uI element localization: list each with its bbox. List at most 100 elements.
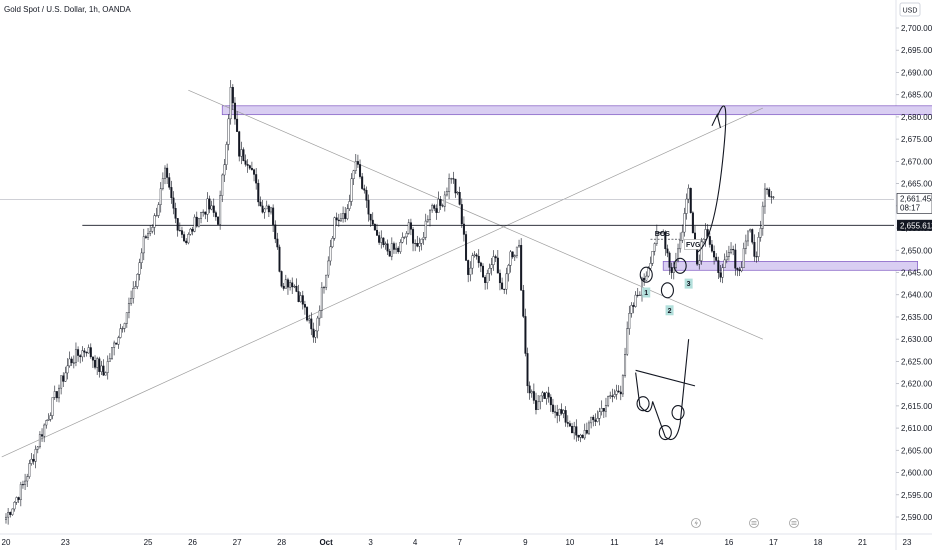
svg-text:1: 1 [644,290,648,297]
candle [600,400,603,416]
candle [291,277,294,294]
candle [74,342,77,367]
candle [469,261,472,282]
candle [314,330,317,344]
y-tick-label: 2,645.000 [901,269,932,278]
y-tick-label: 2,640.000 [901,291,932,300]
candle [127,297,130,319]
currency-button[interactable]: USD [899,2,921,17]
candle [702,238,705,244]
candle [246,159,249,173]
candle [312,322,315,343]
x-tick-label: 23 [903,538,912,547]
candle [399,239,402,254]
candle [85,351,88,357]
candle [526,347,529,394]
candle [206,192,209,222]
candle [596,410,599,423]
candle [666,244,669,258]
candle [106,355,109,380]
candle [132,281,135,304]
candle [297,284,300,303]
candle [615,384,618,400]
candle [573,421,576,440]
candle [725,250,728,264]
candle [117,335,120,349]
candle [157,202,160,219]
candle [166,163,169,185]
candle [747,230,750,247]
candle [369,213,372,227]
candle [492,250,495,271]
candle [153,213,156,235]
candle [418,237,421,252]
candle [102,359,105,376]
candle [274,220,277,244]
candle [100,360,103,375]
event-earnings-icon[interactable] [789,518,799,528]
w-circle-1 [636,396,650,412]
candle [140,248,143,269]
candle [494,254,497,263]
candle [365,186,368,208]
candle [664,230,667,256]
candle [562,409,565,419]
candle [717,256,720,279]
candle [749,228,752,233]
candle [433,203,436,212]
svg-text:2: 2 [668,308,672,315]
candle [11,508,14,516]
candle [471,252,474,275]
candle [439,195,442,210]
candle [401,232,404,244]
candle [390,237,393,261]
candle [174,202,177,224]
candle [730,242,733,255]
candle [431,203,434,213]
x-tick-label: 28 [277,538,286,547]
candle [284,274,287,289]
candle [577,434,580,442]
candle [660,231,663,235]
candle [333,216,336,241]
candle [395,242,398,254]
candle [452,171,455,184]
candle [532,383,535,404]
candle [541,390,544,402]
candle [698,254,701,270]
zone-2 [662,261,918,271]
candle [248,164,251,170]
candle [460,198,463,228]
candle [594,413,597,427]
candle [26,473,29,487]
candle [467,259,470,283]
candle [424,213,427,241]
candle [653,242,656,256]
candle [295,278,298,293]
candle [64,366,67,383]
x-tick-label: 26 [188,538,197,547]
candle [115,342,118,345]
candle [755,251,758,263]
y-tick-label: 2,605.000 [901,446,932,455]
candle [687,184,690,204]
candle [713,245,716,265]
candle [200,211,203,224]
candle [689,187,692,214]
candle [520,238,523,291]
candlestick-series [4,80,775,525]
candle [649,256,652,271]
event-lightning-icon[interactable] [691,518,701,528]
candle [348,194,351,212]
candle [763,183,766,214]
candle [744,234,747,255]
candle [602,408,605,419]
event-dividend-icon[interactable] [749,518,759,528]
candle [255,167,258,190]
candle [575,419,578,442]
w-circle-3 [671,404,685,421]
x-tick-label: 18 [814,538,823,547]
candle [250,161,253,171]
